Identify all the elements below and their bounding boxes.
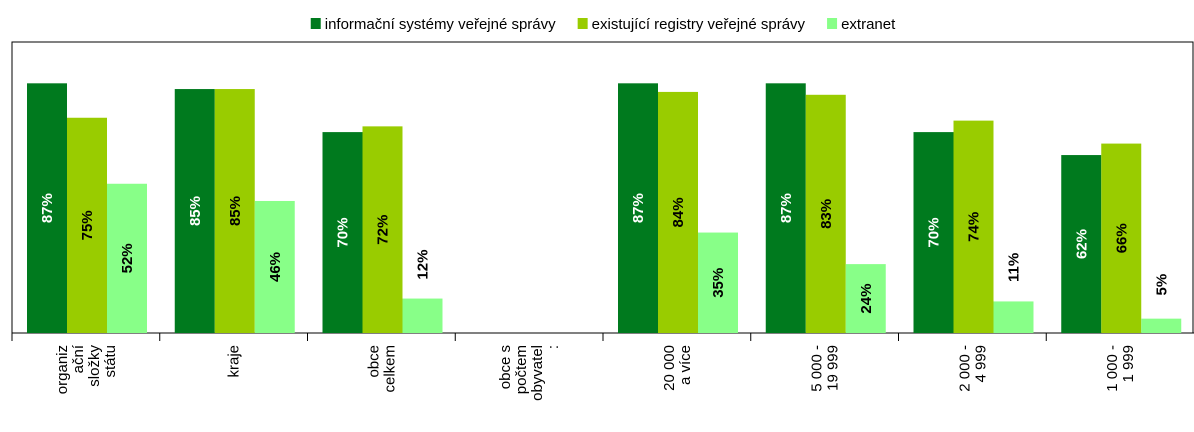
bar xyxy=(1141,318,1182,333)
bar xyxy=(845,264,886,333)
bar xyxy=(805,94,846,333)
data-label: 5% xyxy=(1153,274,1170,296)
bar xyxy=(698,232,738,333)
data-label: 85% xyxy=(227,196,244,226)
bar xyxy=(362,126,403,333)
bar xyxy=(107,183,147,333)
x-tick-label: 1 000 -1 999 xyxy=(1104,345,1137,392)
data-label: 46% xyxy=(267,252,284,282)
legend-label: existující registry veřejné správy xyxy=(592,16,806,33)
x-tick-label: 5 000 -19 999 xyxy=(809,345,842,392)
data-label: 11% xyxy=(1006,253,1023,282)
x-tick-label: obce spočtemobyvatel: xyxy=(497,345,562,401)
bar xyxy=(214,89,255,333)
data-label: 87% xyxy=(630,193,647,223)
data-label: 62% xyxy=(1073,229,1090,259)
bar xyxy=(1101,143,1142,333)
x-tick-label: 20 000a více xyxy=(661,345,694,391)
bar xyxy=(174,89,215,333)
data-label: 75% xyxy=(79,210,96,240)
bar xyxy=(67,117,107,333)
data-label: 24% xyxy=(858,284,875,314)
bar xyxy=(254,200,295,333)
legend-item: informační systémy veřejné správy xyxy=(310,16,556,33)
data-label: 72% xyxy=(375,215,392,245)
bar xyxy=(765,83,806,333)
legend-item: existující registry veřejné správy xyxy=(577,16,806,33)
legend-item: extranet xyxy=(827,16,896,33)
legend-label: informační systémy veřejné správy xyxy=(325,16,556,33)
legend: informační systémy veřejné správy existuj… xyxy=(310,16,896,33)
bar xyxy=(993,301,1034,333)
bar xyxy=(402,298,443,333)
data-label: 84% xyxy=(670,197,687,227)
bar xyxy=(953,120,994,334)
legend-swatch xyxy=(310,18,321,29)
bar xyxy=(1061,155,1102,333)
legend-label: extranet xyxy=(841,16,896,33)
bar xyxy=(322,132,363,333)
bar xyxy=(618,83,658,333)
bar xyxy=(913,132,954,333)
data-label: 83% xyxy=(818,199,835,229)
data-label: 85% xyxy=(187,196,204,226)
legend-swatch xyxy=(827,18,838,29)
x-tick-label: kraje xyxy=(226,345,243,378)
x-tick-label: obcecelkem xyxy=(365,345,398,393)
data-label: 70% xyxy=(335,218,352,248)
data-label: 66% xyxy=(1113,223,1130,253)
data-label: 35% xyxy=(710,268,727,298)
data-label: 87% xyxy=(39,193,56,223)
legend-swatch xyxy=(577,18,588,29)
data-label: 74% xyxy=(966,212,983,242)
x-tick-label: 2 000 -4 999 xyxy=(956,345,989,392)
bar xyxy=(658,91,698,333)
bar xyxy=(27,83,67,333)
data-label: 70% xyxy=(926,218,943,248)
data-label: 87% xyxy=(778,193,795,223)
x-tick-label: organizačnísložkystátu xyxy=(54,344,119,394)
data-label: 52% xyxy=(119,243,136,273)
data-label: 12% xyxy=(415,250,432,280)
